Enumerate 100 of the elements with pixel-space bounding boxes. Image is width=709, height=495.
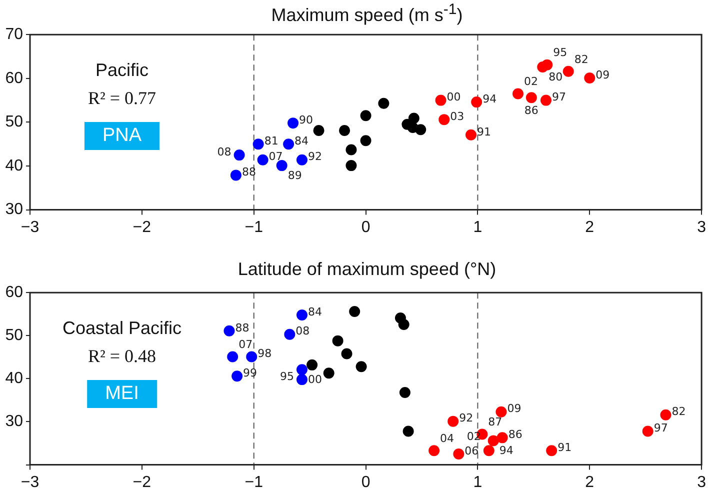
point <box>276 160 288 172</box>
annotation: 97 <box>654 422 668 435</box>
annotation: 03 <box>450 110 464 123</box>
annotation: 84 <box>294 134 309 148</box>
point <box>435 94 446 106</box>
point <box>542 59 553 70</box>
annotation: 08 <box>217 145 232 158</box>
annotation: 07 <box>268 150 283 164</box>
annotation: 87 <box>488 416 502 429</box>
point <box>546 445 558 456</box>
point <box>252 138 264 150</box>
y-tick-label: 50 <box>5 114 24 131</box>
point <box>540 94 552 106</box>
point <box>483 445 494 456</box>
annotation: 99 <box>243 366 258 380</box>
x-tick-label: 2 <box>585 218 594 236</box>
point <box>415 124 426 136</box>
point <box>313 125 324 136</box>
annotation: 82 <box>672 405 686 418</box>
point <box>332 335 344 346</box>
point <box>496 432 508 444</box>
x-tick-label: 0 <box>361 218 370 236</box>
annotation: 89 <box>288 168 302 182</box>
x-tick-label: 0 <box>361 474 370 491</box>
annotation: 88 <box>242 166 256 179</box>
point <box>512 88 524 100</box>
x-tick-label: −2 <box>132 218 152 236</box>
point <box>660 409 672 420</box>
y-tick-label: 30 <box>5 201 24 218</box>
point <box>227 351 238 362</box>
annotation: 09 <box>596 68 610 82</box>
x-tick-label: −1 <box>244 218 264 236</box>
annotation: 86 <box>524 104 538 118</box>
annotation: 97 <box>552 90 566 104</box>
annotation: 88 <box>235 321 250 334</box>
point <box>453 448 464 460</box>
annotation: 98 <box>258 347 272 360</box>
annotation: 09 <box>507 402 522 416</box>
annotation: R² = 0.48 <box>88 346 156 367</box>
annotation: 86 <box>508 428 522 442</box>
point <box>339 125 350 136</box>
point <box>399 386 410 398</box>
point <box>284 328 296 340</box>
point <box>234 150 245 161</box>
annotation: 07 <box>238 338 253 352</box>
annotation: 04 <box>440 432 454 445</box>
point <box>341 348 352 360</box>
x-tick-label: 3 <box>697 218 706 236</box>
point <box>526 92 537 104</box>
point <box>448 416 459 427</box>
x-tick-label: −2 <box>132 474 152 491</box>
point <box>246 351 258 362</box>
annotation: R² = 0.77 <box>88 88 156 109</box>
annotation: 91 <box>558 440 572 454</box>
y-tick-label: 50 <box>5 327 24 344</box>
point <box>438 114 450 126</box>
annotation: 00 <box>446 90 461 104</box>
annotation: 92 <box>308 150 322 164</box>
annotation: Coastal Pacific <box>62 318 182 339</box>
point <box>360 110 372 122</box>
annotation: PNA <box>84 122 160 150</box>
y-tick-label: 40 <box>5 157 24 174</box>
point <box>257 154 268 166</box>
point <box>471 96 482 108</box>
y-tick-label: 60 <box>5 284 24 302</box>
x-tick-label: −3 <box>20 474 40 491</box>
annotation: 90 <box>299 113 314 126</box>
point <box>296 374 308 386</box>
point <box>428 445 440 456</box>
annotation: MEI <box>87 380 157 408</box>
y-tick-label: 70 <box>5 26 24 44</box>
chart-title: Latitude of maximum speed (°N) <box>236 259 498 280</box>
point <box>224 325 235 336</box>
point <box>378 98 390 109</box>
annotation: 00 <box>308 373 322 386</box>
point <box>323 368 334 379</box>
annotation: 91 <box>476 125 491 138</box>
point <box>402 426 414 437</box>
y-tick-label: 60 <box>5 70 24 87</box>
annotation: 06 <box>464 444 479 458</box>
point <box>296 309 308 320</box>
x-tick-label: −1 <box>244 474 264 491</box>
point <box>496 406 507 418</box>
annotation: 94 <box>482 92 497 106</box>
annotation: 80 <box>548 70 563 84</box>
point <box>584 72 596 84</box>
point <box>232 370 243 382</box>
point <box>288 118 299 129</box>
annotation: 94 <box>499 444 514 458</box>
annotation: 81 <box>264 134 278 148</box>
x-tick-label: −3 <box>20 218 40 236</box>
y-tick-label: 30 <box>5 413 24 430</box>
annotation: 92 <box>459 412 474 425</box>
annotation: 95 <box>553 46 568 60</box>
point <box>465 129 476 140</box>
x-tick-label: 3 <box>697 474 706 491</box>
annotation: 02 <box>524 75 538 88</box>
point <box>356 361 367 372</box>
point <box>562 66 574 77</box>
point <box>346 160 357 172</box>
